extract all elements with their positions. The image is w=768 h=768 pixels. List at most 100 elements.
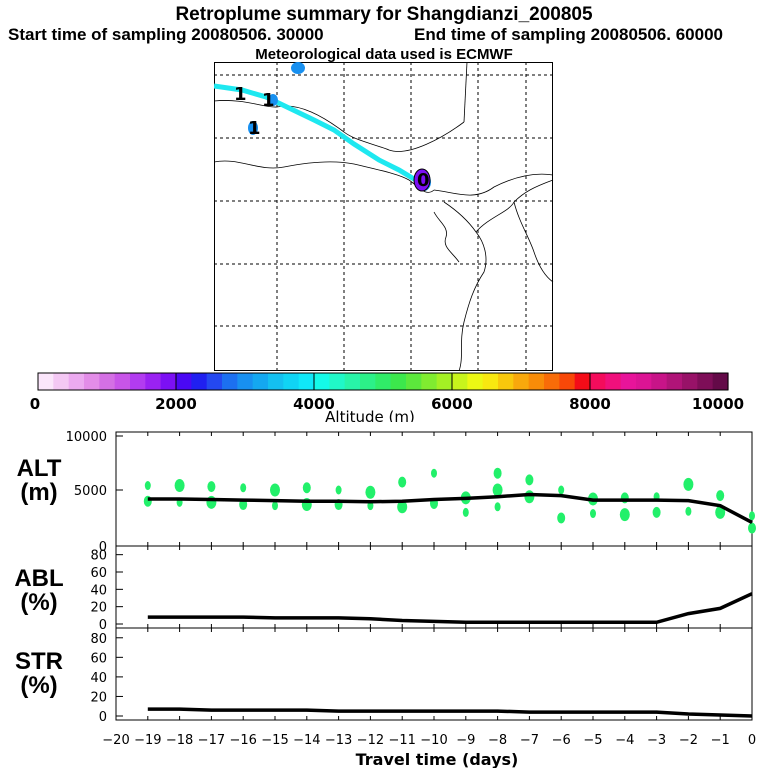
alt-scatter-point bbox=[685, 506, 692, 516]
abl-ytick-label: 20 bbox=[90, 601, 107, 616]
colorbar-cell bbox=[145, 373, 162, 390]
chart-title: Retroplume summary for Shangdianzi_20080… bbox=[175, 4, 593, 25]
x-axis-label: Travel time (days) bbox=[356, 750, 519, 768]
colorbar-tick-label: 0 bbox=[30, 395, 40, 413]
colorbar-cells bbox=[38, 373, 729, 390]
str-ytick-label: 0 bbox=[99, 710, 107, 725]
map-borders bbox=[214, 62, 554, 372]
xtick-label: −13 bbox=[325, 733, 352, 748]
xtick-label: −7 bbox=[520, 733, 539, 748]
colorbar-cell bbox=[513, 373, 530, 390]
xtick-label: −16 bbox=[229, 733, 256, 748]
colorbar-cell bbox=[360, 373, 376, 390]
xtick-label: −2 bbox=[679, 733, 698, 748]
colorbar-cell bbox=[682, 373, 698, 390]
xtick-label: −20 bbox=[102, 733, 129, 748]
str-ytick-label: 20 bbox=[90, 690, 107, 705]
colorbar-cell bbox=[268, 373, 284, 390]
colorbar-cell bbox=[252, 373, 269, 390]
alt-scatter-point bbox=[174, 479, 185, 493]
xtick-label: −19 bbox=[134, 733, 161, 748]
xtick-label: −17 bbox=[198, 733, 225, 748]
trajectory-line bbox=[214, 83, 425, 185]
alt-scatter-point bbox=[683, 477, 694, 491]
colorbar-cell bbox=[636, 373, 652, 390]
xtick-label: −6 bbox=[552, 733, 571, 748]
xtick-label: −12 bbox=[357, 733, 384, 748]
str-panel-label: STR (%) bbox=[4, 648, 74, 700]
alt-panel-label: ALT (m) bbox=[4, 455, 74, 507]
alt-scatter-point bbox=[272, 501, 278, 511]
colorbar-cell bbox=[314, 373, 330, 390]
map-marker-blob bbox=[413, 168, 431, 192]
str-label-bottom: (%) bbox=[20, 672, 58, 699]
colorbar-cell bbox=[467, 373, 484, 390]
xtick-label: −9 bbox=[456, 733, 475, 748]
abl-ytick-label: 60 bbox=[90, 566, 107, 581]
colorbar-cell bbox=[559, 373, 576, 390]
colorbar-cell bbox=[666, 373, 683, 390]
colorbar-cell bbox=[130, 373, 146, 390]
alt-scatter-point bbox=[558, 485, 565, 495]
alt-scatter-point bbox=[335, 485, 342, 495]
start-time-label: Start time of sampling 20080506. 30000 bbox=[8, 25, 324, 44]
xtick-label: −10 bbox=[420, 733, 447, 748]
xtick-label: −8 bbox=[488, 733, 507, 748]
colorbar-tick-label: 8000 bbox=[569, 395, 611, 413]
colorbar-cell bbox=[38, 373, 54, 390]
alt-scatter-point bbox=[365, 485, 376, 499]
xtick-label: −15 bbox=[261, 733, 288, 748]
str-ytick-label: 40 bbox=[90, 671, 107, 686]
colorbar-label: Altitude (m) bbox=[325, 408, 415, 422]
colorbar-cell bbox=[544, 373, 560, 390]
alt-scatter-point bbox=[748, 522, 756, 534]
alt-scatter-point bbox=[590, 509, 596, 519]
colorbar-cell bbox=[191, 373, 208, 390]
colorbar-cell bbox=[482, 373, 499, 390]
colorbar-cell bbox=[237, 373, 254, 390]
abl-label-bottom: (%) bbox=[20, 589, 58, 616]
alt-scatter-point bbox=[749, 511, 755, 521]
alt-scatter-point bbox=[493, 467, 502, 479]
alt-scatter-point bbox=[525, 474, 534, 486]
alt-ytick-label: 10000 bbox=[66, 430, 107, 445]
colorbar-cell bbox=[406, 373, 422, 390]
alt-scatter-point bbox=[652, 506, 661, 518]
str-ytick-label: 60 bbox=[90, 651, 107, 666]
alt-scatter-point bbox=[398, 476, 407, 488]
map-marker-blob bbox=[291, 62, 305, 74]
colorbar-cell bbox=[452, 373, 468, 390]
alt-label-bottom: (m) bbox=[20, 479, 58, 506]
xtick-label: −11 bbox=[388, 733, 415, 748]
xtick-label: −14 bbox=[293, 733, 320, 748]
colorbar-tick-label: 4000 bbox=[293, 395, 335, 413]
alt-scatter-point bbox=[207, 481, 216, 493]
alt-ytick-label: 5000 bbox=[74, 484, 107, 499]
abl-ytick-label: 40 bbox=[90, 583, 107, 598]
altitude-colorbar: 0 2000 4000 6000 8000 10000 Altitude (m) bbox=[30, 372, 744, 422]
colorbar-tick-label: 10000 bbox=[692, 395, 744, 413]
xtick-label: 0 bbox=[748, 733, 756, 748]
str-series-line bbox=[147, 707, 753, 718]
str-panel-frame bbox=[115, 627, 753, 721]
colorbar-cell bbox=[421, 373, 438, 390]
colorbar-cell bbox=[620, 373, 637, 390]
str-ytick-label: 80 bbox=[90, 632, 107, 647]
colorbar-cell bbox=[160, 373, 177, 390]
colorbar-cell bbox=[528, 373, 545, 390]
colorbar-cell bbox=[344, 373, 361, 390]
colorbar-cell bbox=[498, 373, 514, 390]
abl-ytick-label: 80 bbox=[90, 549, 107, 564]
colorbar-cell bbox=[114, 373, 131, 390]
alt-scatter-point bbox=[270, 483, 280, 497]
map-gridlines bbox=[214, 62, 553, 371]
alt-scatter-point bbox=[494, 502, 501, 512]
colorbar-cell bbox=[651, 373, 668, 390]
str-label-top: STR bbox=[15, 648, 63, 675]
abl-ytick-label: 0 bbox=[99, 618, 107, 633]
abl-panel-label: ABL (%) bbox=[4, 565, 74, 617]
alt-scatter-point bbox=[492, 483, 503, 497]
colorbar-cell bbox=[436, 373, 453, 390]
alt-scatter-point bbox=[715, 505, 726, 519]
